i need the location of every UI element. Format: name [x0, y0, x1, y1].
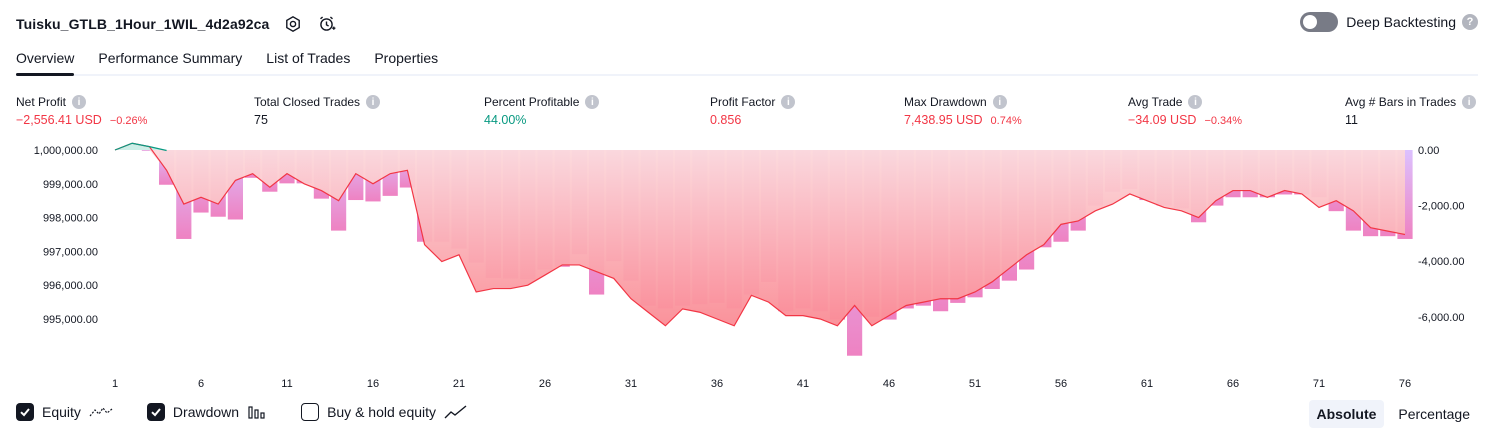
- strategy-title: Tuisku_GTLB_1Hour_1WIL_4d2a92ca: [16, 16, 270, 32]
- add-alert-icon[interactable]: [317, 14, 337, 34]
- equity-line: [114, 142, 1406, 327]
- left-axis-tick-label: 995,000.00: [43, 314, 98, 326]
- metric-avg-trade: Avg Trade i −34.09 USD −0.34%: [1128, 93, 1242, 127]
- equity-loss-area: [115, 150, 1405, 326]
- scale-mode-switch: Absolute Percentage: [1303, 400, 1479, 428]
- equity-chart[interactable]: 1,000,000.00 999,000.00 998,000.00 997,000.…: [0, 140, 1494, 394]
- right-axis-tick-label: 0.00: [1418, 145, 1439, 157]
- info-icon[interactable]: i: [1462, 95, 1477, 109]
- info-icon[interactable]: i: [366, 95, 381, 109]
- x-axis-tick-label: 21: [453, 378, 465, 390]
- equity-checkbox[interactable]: [16, 403, 34, 421]
- metric-value: 75: [254, 113, 268, 127]
- equity-profit-line: [114, 142, 167, 152]
- deep-backtesting: Deep Backtesting ?: [1300, 12, 1478, 32]
- metric-percent: −0.34%: [1204, 115, 1243, 127]
- x-axis-tick-label: 6: [198, 378, 204, 390]
- equity-line-group: [114, 142, 1406, 327]
- tab-performance-summary[interactable]: Performance Summary: [98, 50, 243, 66]
- metric-label: Percent Profitable: [484, 95, 580, 109]
- left-axis-tick-label: 996,000.00: [43, 280, 98, 292]
- chart-legend: Equity Drawdown Buy & hold equity: [16, 403, 502, 421]
- metric-max-drawdown: Max Drawdown i 7,438.95 USD 0.74%: [904, 93, 1022, 127]
- legend-label: Drawdown: [172, 404, 240, 420]
- settings-icon[interactable]: [283, 14, 303, 34]
- drawdown-checkbox[interactable]: [146, 403, 165, 421]
- info-icon[interactable]: i: [585, 95, 600, 109]
- right-axis-tick-label: -2,000.00: [1418, 201, 1464, 213]
- metric-value: −34.09 USD: [1128, 113, 1197, 127]
- metric-percent-profitable: Percent Profitable i 44.00%: [484, 93, 600, 127]
- tab-properties[interactable]: Properties: [374, 50, 439, 66]
- deep-backtesting-label: Deep Backtesting: [1346, 14, 1456, 30]
- metric-percent: −0.26%: [109, 115, 148, 127]
- legend-label: Buy & hold equity: [327, 404, 437, 420]
- metric-value: 11: [1345, 113, 1358, 127]
- x-axis-tick-label: 71: [1313, 378, 1325, 390]
- info-icon[interactable]: i: [781, 95, 796, 109]
- x-axis-tick-label: 16: [367, 378, 379, 390]
- deep-backtesting-toggle[interactable]: [1300, 12, 1339, 32]
- legend-drawdown[interactable]: Drawdown: [146, 403, 267, 421]
- metric-label: Avg # Bars in Trades: [1345, 95, 1457, 109]
- metric-label: Total Closed Trades: [254, 95, 361, 109]
- strategy-header: Tuisku_GTLB_1Hour_1WIL_4d2a92ca: [16, 10, 337, 38]
- metric-percent: 0.74%: [990, 115, 1022, 127]
- x-axis: 1 6 11 16 21 26 31 36 41 46 51 56 61 66 71 76: [112, 378, 1411, 390]
- metric-net-profit: Net Profit i −2,556.41 USD −0.26%: [16, 93, 147, 127]
- legend-equity[interactable]: Equity: [16, 403, 113, 421]
- info-icon[interactable]: i: [72, 95, 87, 109]
- metric-value: 0.856: [710, 113, 742, 127]
- x-axis-tick-label: 56: [1055, 378, 1067, 390]
- x-axis-tick-label: 31: [625, 378, 637, 390]
- metric-avg-bars: Avg # Bars in Trades i 11: [1345, 93, 1477, 127]
- equity-area: [115, 143, 1405, 326]
- left-axis-tick-label: 999,000.00: [43, 179, 98, 191]
- right-axis-tick-label: -6,000.00: [1418, 312, 1464, 324]
- tab-bar: Overview Performance Summary List of Tra…: [16, 44, 1478, 76]
- trend-line-icon: [444, 404, 468, 420]
- left-axis-tick-label: 1,000,000.00: [34, 145, 98, 157]
- metric-total-closed-trades: Total Closed Trades i 75: [254, 93, 381, 127]
- metric-profit-factor: Profit Factor i 0.856: [710, 93, 796, 127]
- help-icon[interactable]: ?: [1462, 14, 1478, 30]
- tab-overview[interactable]: Overview: [16, 44, 75, 76]
- buy-hold-checkbox[interactable]: [301, 403, 320, 421]
- metric-label: Avg Trade: [1128, 95, 1183, 109]
- metric-label: Max Drawdown: [904, 95, 987, 109]
- x-axis-tick-label: 26: [539, 378, 551, 390]
- drawdown-bar: [141, 150, 157, 151]
- x-axis-tick-label: 46: [883, 378, 895, 390]
- tab-list-of-trades[interactable]: List of Trades: [266, 50, 351, 66]
- right-axis: 0.00 -2,000.00 -4,000.00 -6,000.00: [1418, 145, 1464, 324]
- equity-line-icon: [89, 404, 113, 420]
- legend-buy-hold[interactable]: Buy & hold equity: [301, 403, 468, 421]
- metric-value: −2,556.41 USD: [16, 113, 102, 127]
- x-axis-tick-label: 1: [112, 378, 118, 390]
- x-axis-tick-label: 51: [969, 378, 981, 390]
- metric-label: Net Profit: [16, 95, 67, 109]
- x-axis-tick-label: 66: [1227, 378, 1239, 390]
- x-axis-tick-label: 11: [281, 378, 292, 390]
- x-axis-tick-label: 41: [797, 378, 809, 390]
- equity-chart-svg: 1,000,000.00 999,000.00 998,000.00 997,000.…: [34, 142, 1464, 390]
- percentage-button[interactable]: Percentage: [1398, 406, 1470, 422]
- x-axis-tick-label: 36: [711, 378, 723, 390]
- equity-profit-area: [115, 143, 1405, 150]
- left-axis: 1,000,000.00 999,000.00 998,000.00 997,000.…: [34, 145, 98, 326]
- metric-label: Profit Factor: [710, 95, 776, 109]
- metric-value: 44.00%: [484, 113, 527, 127]
- metric-value: 7,438.95 USD: [904, 113, 983, 127]
- x-axis-tick-label: 61: [1141, 378, 1153, 390]
- info-icon[interactable]: i: [1188, 95, 1203, 109]
- info-icon[interactable]: i: [992, 95, 1007, 109]
- left-axis-tick-label: 997,000.00: [43, 246, 98, 258]
- right-axis-tick-label: -4,000.00: [1418, 256, 1464, 268]
- absolute-button[interactable]: Absolute: [1308, 400, 1385, 428]
- bar-chart-icon: [247, 404, 267, 420]
- left-axis-tick-label: 998,000.00: [43, 213, 98, 225]
- legend-label: Equity: [42, 404, 81, 420]
- x-axis-tick-label: 76: [1399, 378, 1411, 390]
